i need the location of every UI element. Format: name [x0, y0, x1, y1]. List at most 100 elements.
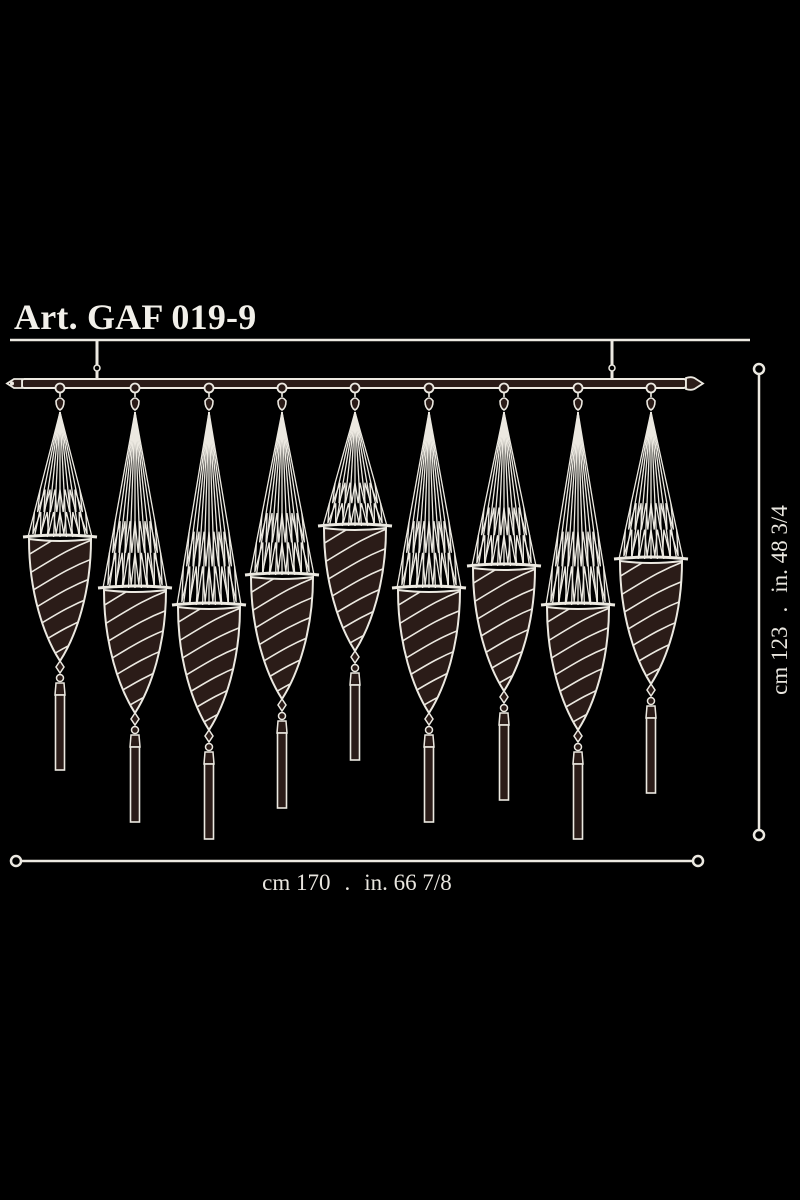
lamp-tassel: [276, 732, 288, 809]
lamp-tassel-cap: [572, 751, 584, 765]
width-inch: in. 66 7/8: [364, 870, 452, 895]
lamp-hook: [645, 382, 657, 394]
lamp-bottom-bead: [130, 711, 140, 727]
lamp-tassel: [349, 684, 361, 761]
lamp-bottom-ring: [646, 696, 656, 706]
lamp-rim: [317, 522, 393, 528]
lamp-hanger: [646, 392, 656, 411]
lamp-hook: [498, 382, 510, 394]
lamp-bottom-ring: [55, 673, 65, 683]
lamp-tassel-cap: [276, 720, 288, 734]
pendant-lamp: [97, 382, 173, 823]
lamp-hook: [129, 382, 141, 394]
lamp-rim: [540, 601, 616, 607]
rod-finial-left: [5, 378, 23, 389]
lamp-silk-shade: [396, 588, 462, 715]
width-dimension-label: cm 170. in. 66 7/8: [16, 870, 698, 896]
lamp-silk-shade: [27, 537, 93, 663]
lamp-rim: [171, 601, 247, 607]
pendant-lamp: [244, 382, 320, 809]
width-separator: .: [344, 870, 351, 895]
lamp-hook: [54, 382, 66, 394]
lamp-rim: [466, 562, 542, 568]
lamp-net-cords: [176, 411, 242, 606]
lamp-hook: [349, 382, 361, 394]
lamps-group: [22, 382, 689, 840]
height-dimension-label: cm 123. in. 48 3/4: [767, 505, 793, 695]
lamp-hanger: [55, 392, 65, 411]
lamp-shade-pleats: [178, 607, 240, 730]
lamp-tassel: [645, 717, 657, 794]
lamp-net-cords: [471, 411, 537, 567]
lamp-tassel: [54, 694, 66, 771]
lamp-bottom-ring: [204, 742, 214, 752]
lamp-shade-pleats: [251, 577, 313, 699]
lamp-shade-pleats: [473, 568, 535, 691]
lamp-silk-shade: [322, 526, 388, 653]
lamp-tassel-cap: [54, 682, 66, 696]
lamp-tassel-cap: [129, 734, 141, 748]
lamp-net-cords: [27, 411, 93, 538]
lamp-bottom-bead: [499, 689, 509, 705]
lamp-rim: [97, 584, 173, 590]
lamp-bottom-bead: [204, 728, 214, 744]
lamp-bottom-ring: [350, 663, 360, 673]
rod-finial-left-tip: [10, 381, 14, 386]
pendant-lamp: [171, 382, 247, 840]
lamp-net-cords: [249, 411, 315, 576]
lamp-net-cords: [396, 411, 462, 589]
lamp-hanger: [499, 392, 509, 411]
lamp-tassel-cap: [498, 712, 510, 726]
lamp-bottom-bead: [277, 697, 287, 713]
pendant-lamp: [613, 382, 689, 794]
pendant-lamp: [466, 382, 542, 801]
lamp-silk-shade: [618, 559, 684, 686]
lamp-bottom-ring: [277, 711, 287, 721]
lamp-net-cords: [618, 411, 684, 560]
lamp-net-cords: [322, 411, 388, 527]
suspension-joint-right: [608, 364, 616, 372]
pendant-lamp: [317, 382, 393, 761]
lamp-bottom-ring: [130, 725, 140, 735]
lamp-tassel-cap: [203, 751, 215, 765]
lamp-hanger: [277, 392, 287, 411]
lamp-tassel: [423, 746, 435, 823]
lamp-rim: [22, 533, 98, 539]
suspension-joint-left: [93, 364, 101, 372]
lamp-silk-shade: [249, 575, 315, 701]
lamp-bottom-ring: [573, 742, 583, 752]
height-separator: .: [767, 606, 792, 613]
height-dimension-bottom: [752, 828, 766, 842]
lamp-net-cords: [102, 411, 168, 589]
lamp-bottom-bead: [424, 711, 434, 727]
rod-finial-right: [685, 376, 705, 391]
lamp-hook: [572, 382, 584, 394]
width-cm: cm 170: [262, 870, 331, 895]
lamp-shade-pleats: [398, 590, 460, 713]
lamp-net-cords: [545, 411, 611, 606]
lamp-bottom-bead: [573, 728, 583, 744]
lamp-hanger: [350, 392, 360, 411]
lamp-bottom-ring: [424, 725, 434, 735]
lamp-rim: [391, 584, 467, 590]
pendant-lamp: [540, 382, 616, 840]
lamp-shade-pleats: [324, 528, 386, 651]
lamp-silk-shade: [545, 605, 611, 732]
pendant-lamp: [22, 382, 98, 771]
height-dimension-top: [752, 362, 766, 376]
lamp-tassel-cap: [423, 734, 435, 748]
product-title: Art. GAF 019-9: [14, 297, 257, 337]
lamp-hook: [203, 382, 215, 394]
lamp-shade-pleats: [547, 607, 609, 730]
lamp-bottom-bead: [646, 682, 656, 698]
lamp-tassel: [498, 724, 510, 801]
lamp-shade-pleats: [620, 561, 682, 684]
lamp-tassel: [572, 763, 584, 840]
lamp-hanger: [204, 392, 214, 411]
lamp-tassel-cap: [349, 672, 361, 686]
lamp-bottom-ring: [499, 703, 509, 713]
lamp-hanger: [424, 392, 434, 411]
lamp-tassel-cap: [645, 705, 657, 719]
lamp-hook: [423, 382, 435, 394]
